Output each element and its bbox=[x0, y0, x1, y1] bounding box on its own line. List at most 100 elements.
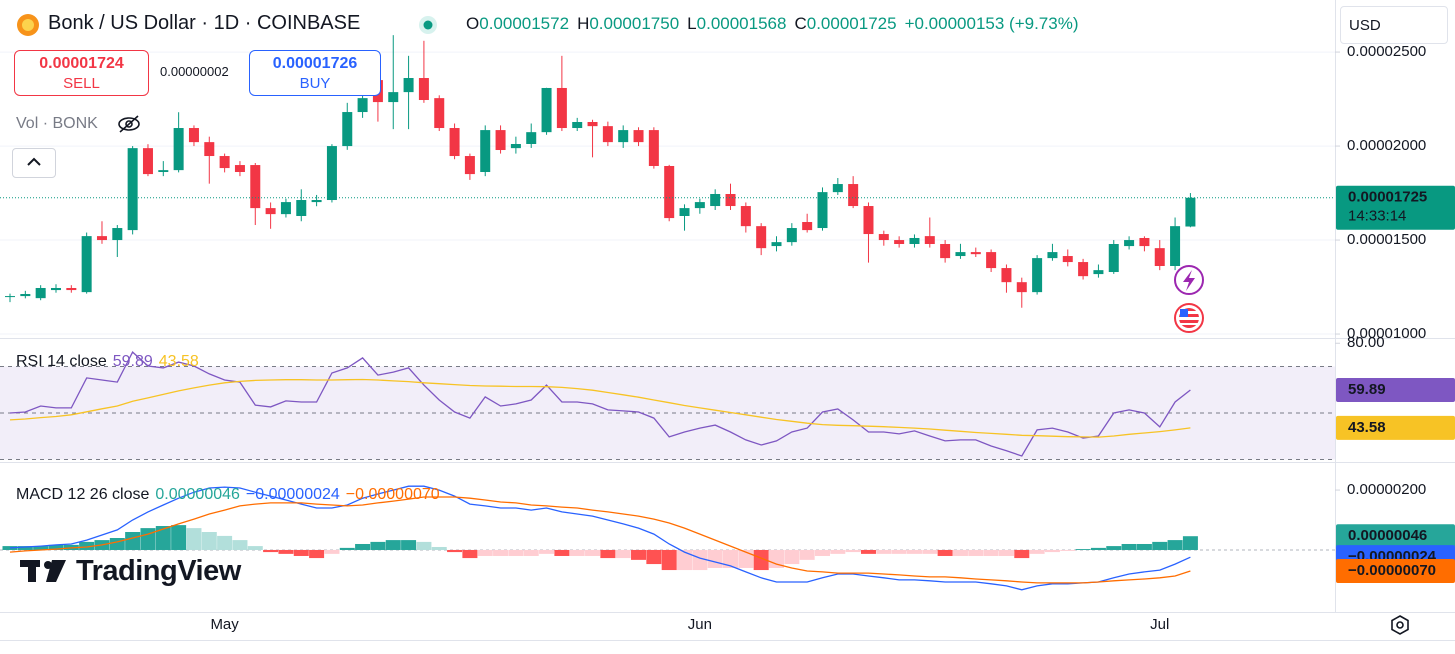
histogram-bar bbox=[109, 538, 125, 550]
currency-select[interactable]: USD bbox=[1340, 6, 1448, 44]
candle-body bbox=[1124, 240, 1135, 247]
price-tag bbox=[1336, 377, 1455, 402]
candle-body bbox=[526, 132, 537, 144]
histogram-bar bbox=[217, 535, 233, 550]
logo bbox=[17, 14, 437, 36]
histogram-bar bbox=[738, 549, 754, 568]
histogram-bar bbox=[48, 544, 64, 550]
histogram-bar bbox=[799, 549, 815, 560]
candle-body bbox=[1093, 270, 1104, 275]
candle-body bbox=[296, 200, 307, 216]
candle-body bbox=[648, 130, 659, 166]
candle-body bbox=[388, 92, 399, 103]
hide-icon[interactable] bbox=[116, 114, 142, 134]
histogram-bar bbox=[600, 549, 616, 559]
ohlc-item: L0.00001568 bbox=[687, 14, 786, 34]
candle-body bbox=[1108, 244, 1119, 273]
candle-body bbox=[1078, 262, 1089, 277]
candle-body bbox=[127, 148, 138, 231]
candle-body bbox=[81, 236, 92, 293]
candle-body bbox=[572, 122, 583, 129]
candle-body bbox=[403, 78, 414, 93]
buy-label: BUY bbox=[299, 75, 331, 92]
candle-body bbox=[802, 222, 813, 231]
buy-button[interactable]: 0.00001726 BUY bbox=[249, 50, 381, 96]
sell-button[interactable]: 0.00001724 SELL bbox=[14, 50, 149, 96]
candle-body bbox=[464, 156, 475, 175]
histogram-bar bbox=[1014, 549, 1030, 559]
histogram-bar bbox=[355, 543, 371, 550]
histogram-bar bbox=[523, 549, 539, 556]
ohlc-key: L bbox=[687, 14, 697, 33]
histogram-bar bbox=[447, 549, 463, 553]
candle-body bbox=[894, 240, 905, 245]
candle-body bbox=[510, 143, 521, 149]
ohlc-value: 0.00001568 bbox=[696, 14, 787, 33]
candle-body bbox=[710, 194, 721, 207]
histogram-bar bbox=[585, 549, 601, 556]
price-tag-label: −0.00000070 bbox=[1348, 562, 1436, 579]
candle-body bbox=[357, 98, 368, 113]
histogram-bar bbox=[263, 549, 279, 553]
y-tick-label: 0.00002500 bbox=[1347, 43, 1426, 60]
collapse-button[interactable] bbox=[12, 148, 56, 178]
candle-body bbox=[158, 170, 169, 173]
candle-body bbox=[556, 87, 567, 129]
histogram-bar bbox=[1167, 540, 1183, 550]
candle-body bbox=[265, 208, 276, 215]
histogram-bar bbox=[615, 549, 631, 559]
histogram-bar bbox=[339, 547, 355, 550]
histogram-bar bbox=[860, 549, 876, 554]
series-line bbox=[9, 496, 1191, 584]
candle-body bbox=[342, 112, 353, 147]
histogram-bar bbox=[1106, 546, 1122, 550]
ohlc-key: C bbox=[794, 14, 807, 33]
histogram-bar bbox=[1121, 543, 1137, 550]
volume-legend[interactable]: Vol · BONK bbox=[16, 114, 142, 134]
histogram-bar bbox=[937, 549, 953, 556]
histogram-bar bbox=[1136, 543, 1152, 550]
histogram-bar bbox=[952, 549, 968, 556]
macd-legend: MACD 12 26 close 0.00000046 −0.00000024 … bbox=[16, 486, 440, 504]
histogram-bar bbox=[922, 549, 938, 554]
candle-body bbox=[633, 130, 644, 143]
symbol-title[interactable]: Bonk / US Dollar · 1D · COINBASE bbox=[48, 12, 361, 34]
event-icons bbox=[1174, 265, 1204, 333]
candle-body bbox=[909, 237, 920, 245]
volume-label: Vol · BONK bbox=[16, 115, 98, 133]
candle-body bbox=[955, 252, 966, 257]
histogram-bar bbox=[477, 549, 493, 556]
candle-body bbox=[940, 244, 951, 259]
histogram-bar bbox=[416, 541, 432, 550]
histogram-bar bbox=[401, 540, 417, 550]
candle-body bbox=[434, 98, 445, 129]
histogram-bar bbox=[998, 549, 1014, 556]
candle-body bbox=[986, 252, 997, 269]
candles bbox=[5, 35, 1196, 308]
countdown: 14:33:14 bbox=[1348, 208, 1406, 225]
histogram-bar bbox=[493, 549, 509, 556]
candle-body bbox=[480, 130, 491, 173]
histogram-bar bbox=[661, 549, 677, 571]
histogram-bar bbox=[232, 540, 248, 550]
histogram-bar bbox=[324, 549, 340, 554]
price-tag bbox=[1336, 558, 1455, 583]
settings-icon[interactable] bbox=[1391, 615, 1409, 635]
histogram-bar bbox=[309, 549, 325, 559]
histogram-bar bbox=[155, 526, 171, 550]
y-tick-label: 0.00001500 bbox=[1347, 231, 1426, 248]
histogram-bar bbox=[1029, 549, 1045, 554]
candle-body bbox=[848, 184, 859, 207]
histogram-bar bbox=[554, 549, 570, 556]
candle-body bbox=[1016, 282, 1027, 293]
candle-body bbox=[756, 226, 767, 249]
histogram-bar bbox=[278, 549, 294, 554]
candle-body bbox=[970, 252, 981, 255]
rsi-legend: RSI 14 close 59.89 43.58 bbox=[16, 353, 199, 371]
histogram-bar bbox=[201, 532, 217, 550]
histogram-bar bbox=[769, 549, 784, 568]
candle-body bbox=[679, 208, 690, 216]
histogram-bar bbox=[431, 546, 447, 550]
candle-body bbox=[740, 206, 751, 227]
